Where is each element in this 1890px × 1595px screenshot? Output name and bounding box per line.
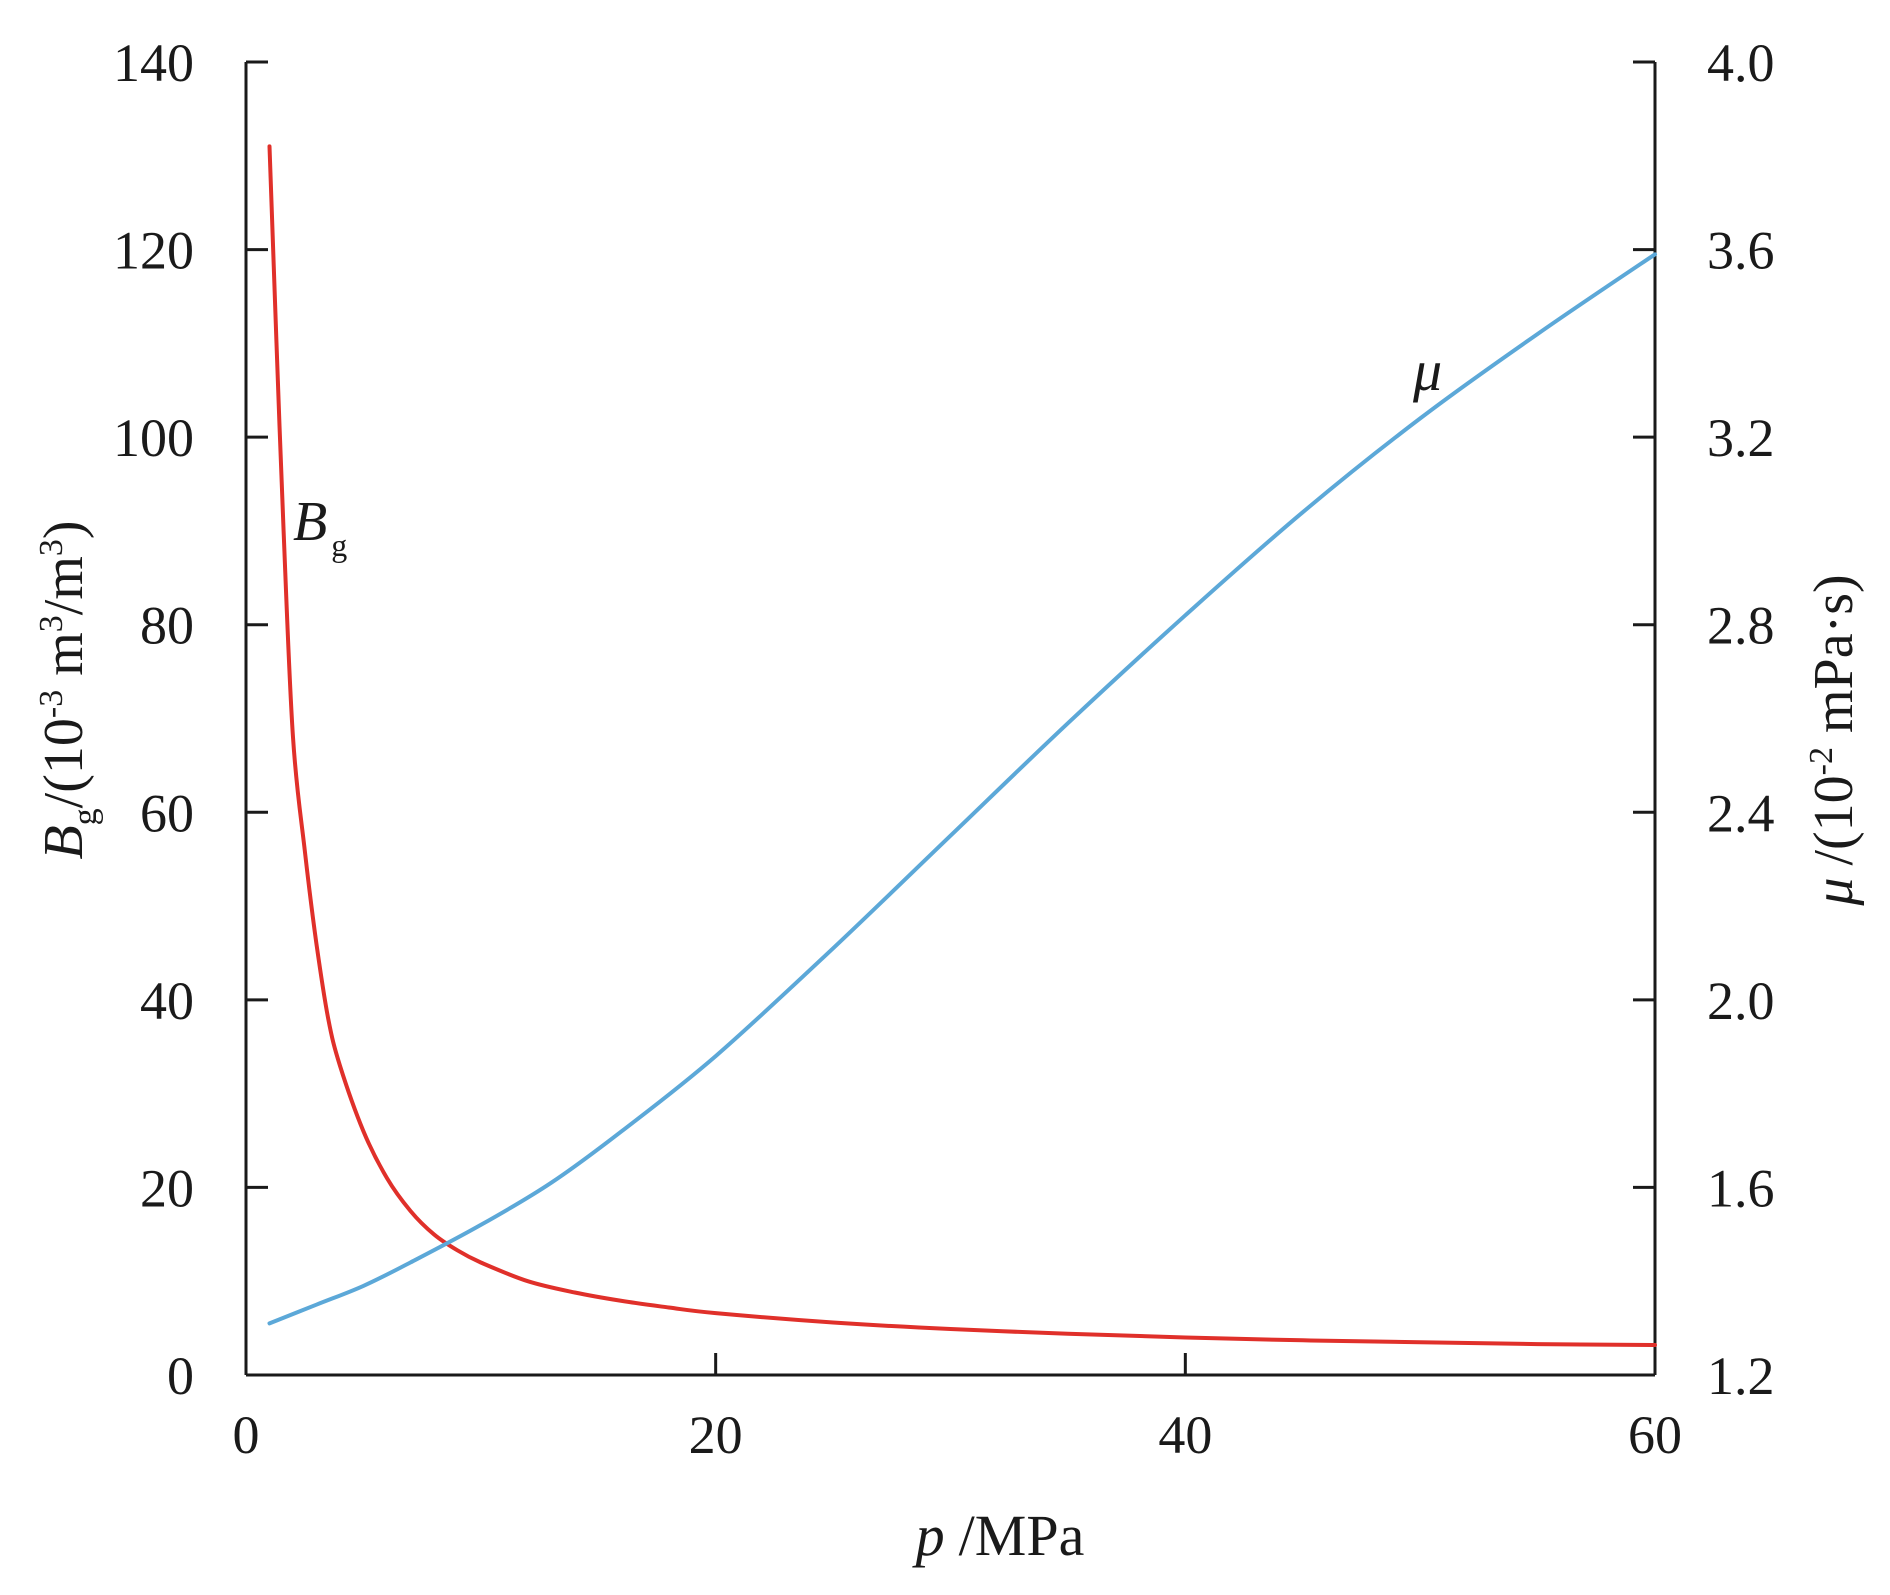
y-right-tick-label: 1.2: [1707, 1346, 1775, 1406]
plot-frame: [244, 62, 1657, 1377]
series-layer: [267, 144, 1657, 1347]
y-left-tick-label: 120: [113, 221, 194, 281]
y-axis-right-label: μ/(10-2 mPa·s): [1803, 574, 1865, 906]
x-tick-label: 60: [1628, 1405, 1682, 1465]
y-left-tick-label: 80: [140, 596, 194, 656]
y-right-tick-label: 2.8: [1707, 596, 1775, 656]
y-right-tick-label: 4.0: [1707, 33, 1775, 93]
y-left-tick-label: 40: [140, 971, 194, 1031]
y-left-tick-label: 60: [140, 783, 194, 843]
y-left-tick-label: 140: [113, 33, 194, 93]
x-axis-label: p/MPa: [912, 1503, 1085, 1568]
x-tick-label: 20: [689, 1405, 743, 1465]
y-axis-left-label: Bg/(10-3 m3/m3): [33, 520, 104, 859]
y-left-tick-label: 20: [140, 1158, 194, 1218]
x-tick-label: 40: [1158, 1405, 1212, 1465]
mu-series-line: [267, 252, 1657, 1326]
y-right-tick-label: 2.0: [1707, 971, 1775, 1031]
y-right-tick-label: 3.6: [1707, 221, 1775, 281]
y-left-tick-label: 0: [167, 1346, 194, 1406]
x-tick-label: 0: [233, 1405, 260, 1465]
bg-series-line: [267, 144, 1657, 1347]
y-left-tick-label: 100: [113, 408, 194, 468]
mu-series-label: μ: [1412, 338, 1442, 403]
y-right-tick-label: 3.2: [1707, 408, 1775, 468]
axis-ticks: 0 20 40 60 0 20 40 60 80 100 120 140 1.2 1.6 2.0 2.4 2.8…: [113, 33, 1775, 1465]
y-right-tick-label: 2.4: [1707, 783, 1775, 843]
y-right-tick-label: 1.6: [1707, 1158, 1775, 1218]
